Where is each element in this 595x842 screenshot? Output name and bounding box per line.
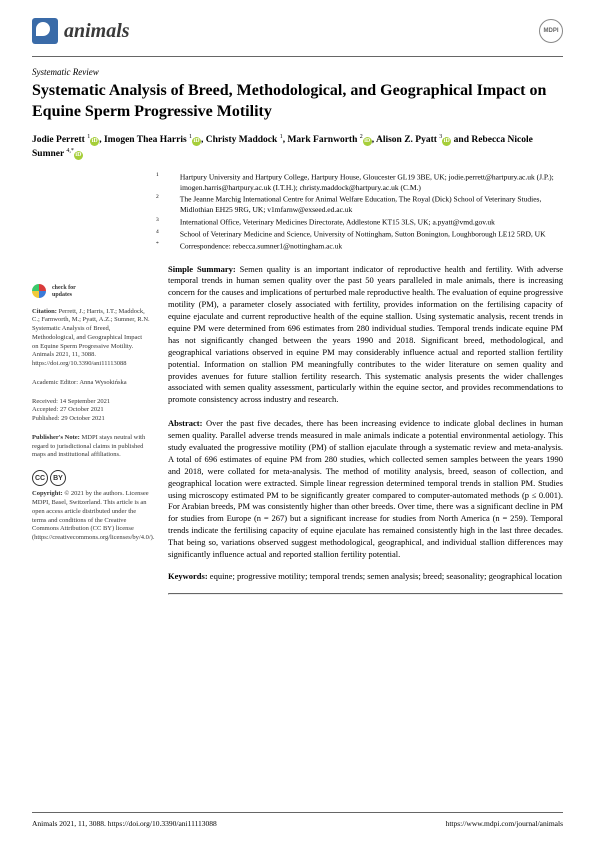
by-icon: BY: [50, 470, 66, 486]
editor-block: Academic Editor: Anna Wysokińska: [32, 379, 150, 388]
affiliation-line: 4 School of Veterinary Medicine and Scie…: [168, 229, 563, 240]
note-label: Publisher's Note:: [32, 434, 80, 441]
published-date: Published: 29 October 2021: [32, 415, 150, 424]
summary-text: Semen quality is an important indicator …: [168, 264, 563, 405]
license-block: CC BY Copyright: © 2021 by the authors. …: [32, 470, 150, 543]
summary-label: Simple Summary:: [168, 264, 236, 274]
article-title: Systematic Analysis of Breed, Methodolog…: [0, 79, 595, 133]
copyright-text: © 2021 by the authors. Licensee MDPI, Ba…: [32, 490, 154, 541]
affiliation-line: 2 The Jeanne Marchig International Centr…: [168, 194, 563, 216]
affiliations: 1 Hartpury University and Hartpury Colle…: [168, 172, 563, 252]
editor-name: Anna Wysokińska: [79, 379, 126, 386]
copyright-label: Copyright:: [32, 490, 63, 497]
keywords-text: equine; progressive motility; temporal t…: [210, 571, 562, 581]
abstract-text: Over the past five decades, there has be…: [168, 418, 563, 559]
journal-logo: animals: [32, 18, 130, 44]
page-footer: Animals 2021, 11, 3088. https://doi.org/…: [32, 812, 563, 828]
correspondence-line: * Correspondence: rebecca.sumner1@nottin…: [168, 241, 563, 252]
affiliation-line: 1 Hartpury University and Hartpury Colle…: [168, 172, 563, 194]
mdpi-icon: MDPI: [539, 19, 563, 43]
abstract-label: Abstract:: [168, 418, 202, 428]
animals-icon: [32, 18, 58, 44]
journal-name: animals: [64, 20, 130, 43]
check-updates-label: check forupdates: [52, 285, 76, 298]
accepted-date: Accepted: 27 October 2021: [32, 406, 150, 415]
header-divider: [32, 56, 563, 57]
citation-block: Citation: Perrett, J.; Harris, I.T.; Mad…: [32, 308, 150, 369]
citation-label: Citation:: [32, 308, 57, 315]
footer-left: Animals 2021, 11, 3088. https://doi.org/…: [32, 819, 217, 828]
abstract: Abstract: Over the past five decades, th…: [168, 418, 563, 561]
dates-block: Received: 14 September 2021 Accepted: 27…: [32, 398, 150, 424]
page-header: animals MDPI: [0, 0, 595, 52]
citation-text: Perrett, J.; Harris, I.T.; Maddock, C.; …: [32, 308, 150, 368]
cc-icons: CC BY: [32, 470, 150, 486]
editor-label: Academic Editor:: [32, 379, 78, 386]
cc-icon: CC: [32, 470, 48, 486]
affiliation-line: 3 International Office, Veterinary Medic…: [168, 217, 563, 228]
article-type: Systematic Review: [0, 61, 595, 79]
keywords-divider: [168, 593, 563, 595]
received-date: Received: 14 September 2021: [32, 398, 150, 407]
footer-right[interactable]: https://www.mdpi.com/journal/animals: [446, 819, 563, 828]
publisher-note: Publisher's Note: MDPI stays neutral wit…: [32, 434, 150, 460]
sidebar: check forupdates Citation: Perrett, J.; …: [32, 172, 150, 595]
keywords-label: Keywords:: [168, 571, 208, 581]
simple-summary: Simple Summary: Semen quality is an impo…: [168, 264, 563, 407]
crossmark-icon: [32, 284, 48, 300]
main-layout: check forupdates Citation: Perrett, J.; …: [0, 172, 595, 595]
check-updates[interactable]: check forupdates: [32, 284, 150, 300]
authors: Jodie Perrett 1iD, Imogen Thea Harris 1i…: [0, 133, 595, 172]
main-content: 1 Hartpury University and Hartpury Colle…: [168, 172, 563, 595]
keywords: Keywords: equine; progressive motility; …: [168, 571, 563, 583]
